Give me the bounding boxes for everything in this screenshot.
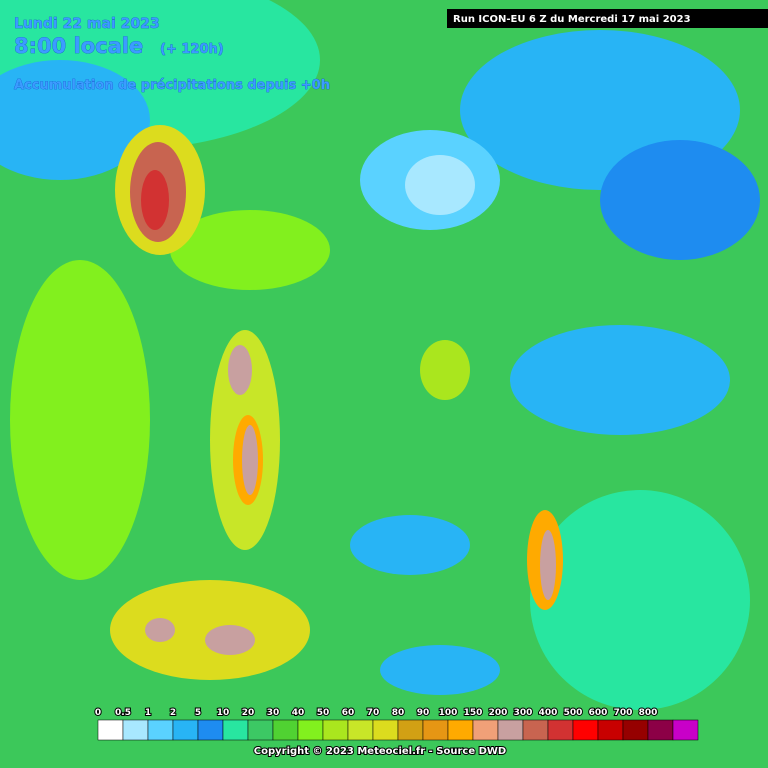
legend-swatch	[547, 719, 574, 741]
legend: 0 0.5 1 2 5 10 20 30 40 50 60 70 80 90 100 150 200 300 400…	[94, 707, 699, 741]
legend-label: 100	[439, 708, 458, 718]
legend-swatch	[372, 719, 399, 741]
legend-label: 90	[417, 708, 430, 718]
legend-swatch	[397, 719, 424, 741]
legend-label: 20	[242, 708, 255, 718]
legend-label: 70	[367, 708, 380, 718]
legend-label: 1	[145, 708, 151, 718]
run-info: Run ICON-EU 6 Z du Mercredi 17 mai 2023	[453, 14, 691, 25]
legend-swatch	[172, 719, 199, 741]
forecast-lead: (+ 120h)	[160, 42, 224, 57]
forecast-time: 8:00 locale	[14, 34, 143, 58]
run-banner	[447, 9, 768, 28]
precipitation-field	[0, 0, 760, 710]
copyright: Copyright © 2023 Meteociel.fr - Source D…	[254, 746, 506, 757]
legend-swatch	[97, 719, 124, 741]
legend-swatch	[272, 719, 299, 741]
legend-swatch	[422, 719, 449, 741]
legend-label: 80	[392, 708, 405, 718]
legend-swatch	[122, 719, 149, 741]
legend-label: 30	[267, 708, 280, 718]
legend-label: 500	[564, 708, 583, 718]
legend-swatch	[197, 719, 224, 741]
legend-label: 0.5	[115, 708, 131, 718]
legend-swatch	[447, 719, 474, 741]
legend-label: 40	[292, 708, 305, 718]
legend-label: 0	[95, 708, 101, 718]
legend-swatch	[472, 719, 499, 741]
legend-swatch	[222, 719, 249, 741]
legend-label: 50	[317, 708, 330, 718]
legend-label: 200	[489, 708, 508, 718]
legend-swatch	[347, 719, 374, 741]
legend-swatch	[672, 719, 699, 741]
legend-label: 2	[170, 708, 176, 718]
legend-swatch	[647, 719, 674, 741]
legend-swatch	[597, 719, 624, 741]
legend-label: 150	[464, 708, 483, 718]
legend-swatch	[497, 719, 524, 741]
map-subtitle: Accumulation de précipitations depuis +0…	[14, 78, 330, 93]
legend-label: 800	[639, 708, 658, 718]
legend-swatch	[322, 719, 349, 741]
legend-label: 700	[614, 708, 633, 718]
legend-swatch	[297, 719, 324, 741]
legend-label: 10	[217, 708, 230, 718]
legend-label: 600	[589, 708, 608, 718]
legend-swatch	[622, 719, 649, 741]
legend-label: 400	[539, 708, 558, 718]
legend-swatch	[572, 719, 599, 741]
legend-swatch	[147, 719, 174, 741]
legend-swatch	[522, 719, 549, 741]
forecast-date: Lundi 22 mai 2023	[14, 16, 160, 32]
legend-swatch	[247, 719, 274, 741]
legend-label: 300	[514, 708, 533, 718]
legend-label: 60	[342, 708, 355, 718]
legend-label: 5	[195, 708, 201, 718]
